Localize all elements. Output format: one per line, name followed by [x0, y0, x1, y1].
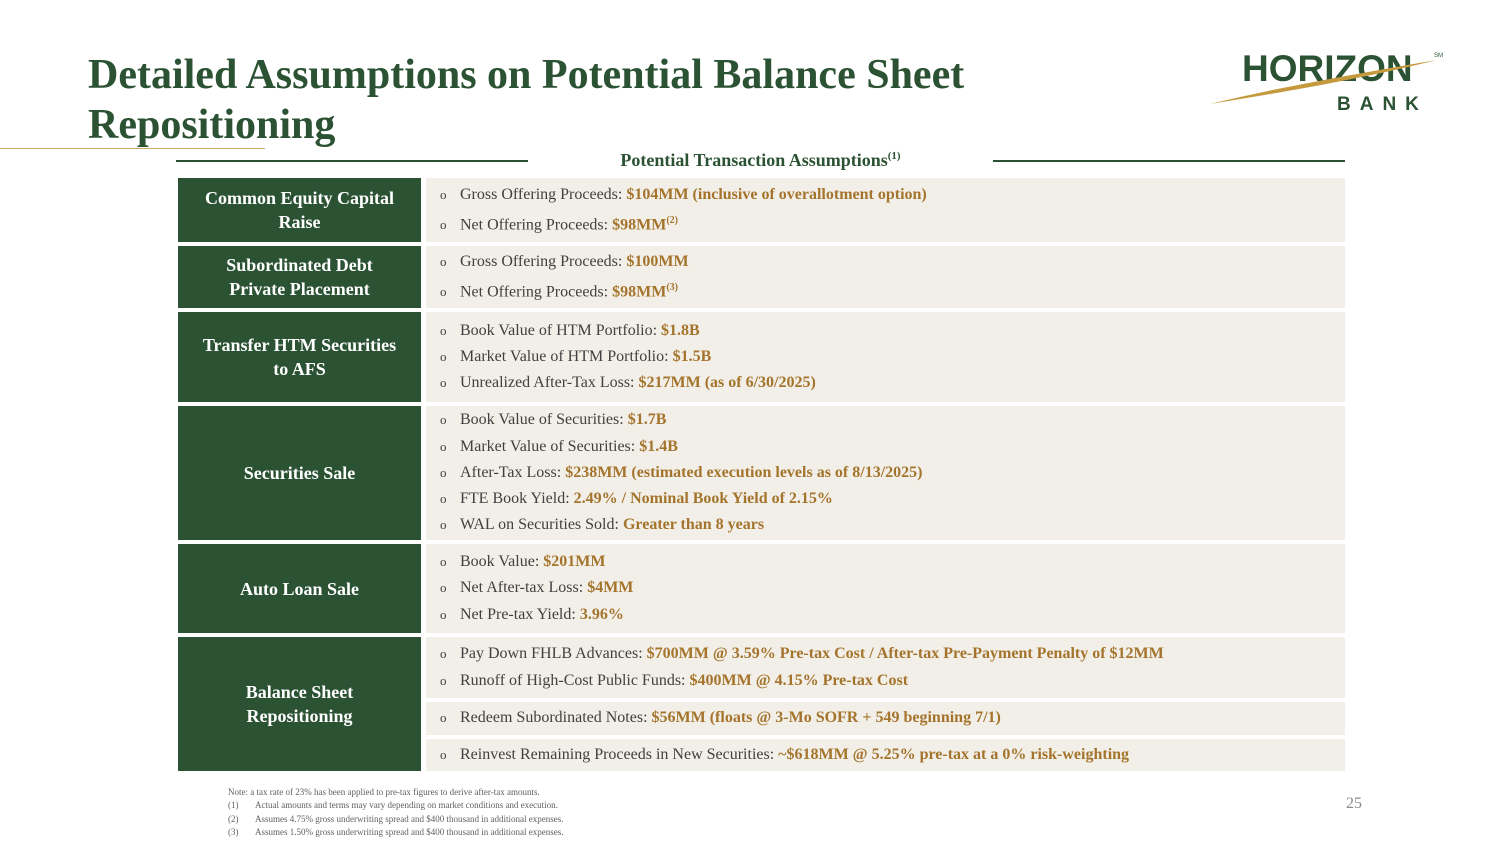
bullet-circle-icon: o: [440, 322, 447, 338]
list-item: o Reinvest Remaining Proceeds in New Secu…: [440, 742, 1345, 768]
footnotes: Note: a tax rate of 23% has been applied…: [228, 786, 563, 839]
list-item: o Runoff of High-Cost Public Funds: $400M…: [440, 668, 1345, 694]
assumption-row-auto-loan-sale: Auto Loan Sale o Book Value: $201MM o Net …: [178, 544, 1345, 633]
list-item: o Net Offering Proceeds: $98MM(2): [440, 208, 1345, 239]
list-item: o Book Value of Securities: $1.7B: [440, 407, 1345, 433]
logo-service-mark: SM: [1434, 53, 1443, 59]
bullet-circle-icon: o: [440, 606, 447, 622]
page-number: 25: [1346, 795, 1362, 812]
section-rule-left: [176, 160, 528, 162]
list-item: o Unrealized After-Tax Loss: $217MM (as o…: [440, 370, 1345, 396]
bullet-circle-icon: o: [440, 746, 447, 762]
bullet-circle-icon: o: [440, 412, 447, 428]
section-title: Potential Transaction Assumptions(1): [620, 150, 901, 170]
category-label: Common Equity Capital Raise: [178, 178, 421, 242]
footnote: (1) Actual amounts and terms may vary dep…: [228, 800, 558, 811]
assumption-details: o Redeem Subordinated Notes: $56MM (float…: [426, 702, 1345, 735]
bullet-circle-icon: o: [440, 554, 447, 570]
list-item: o Gross Offering Proceeds: $100MM: [440, 249, 1345, 275]
assumption-details: o Book Value of Securities: $1.7B o Market…: [426, 406, 1345, 540]
bullet-circle-icon: o: [440, 284, 447, 300]
category-label: Balance Sheet Repositioning: [178, 637, 421, 771]
category-label: Transfer HTM Securities to AFS: [178, 312, 421, 402]
list-item: o Redeem Subordinated Notes: $56MM (float…: [440, 705, 1345, 731]
bullet-circle-icon: o: [440, 672, 447, 688]
list-item: o Net Pre-tax Yield: 3.96%: [440, 602, 1345, 628]
list-item: o Gross Offering Proceeds: $104MM (inclus…: [440, 182, 1345, 208]
bullet-circle-icon: o: [440, 186, 447, 202]
assumption-details: o Gross Offering Proceeds: $104MM (inclus…: [426, 178, 1345, 242]
list-item: o Book Value: $201MM: [440, 549, 1345, 575]
bullet-circle-icon: o: [440, 517, 447, 533]
assumption-details: o Gross Offering Proceeds: $100MM o Net Of…: [426, 246, 1345, 308]
horizon-bank-logo: HORIZON BANK SM: [1210, 48, 1443, 115]
bullet-circle-icon: o: [440, 710, 447, 726]
assumption-row-balance-sheet-repositioning: Balance Sheet Repositioning o Pay Down FH…: [178, 637, 1345, 771]
bullet-circle-icon: o: [440, 580, 447, 596]
assumption-row-transfer-htm: Transfer HTM Securities to AFS o Book Val…: [178, 312, 1345, 402]
footnote: (3) Assumes 1.50% gross underwriting spre…: [228, 826, 564, 837]
assumption-details: o Reinvest Remaining Proceeds in New Secu…: [426, 739, 1345, 771]
list-item: o WAL on Securities Sold: Greater than 8 …: [440, 512, 1345, 538]
section-header: Potential Transaction Assumptions(1): [176, 150, 1346, 174]
list-item: o Net Offering Proceeds: $98MM(3): [440, 275, 1345, 306]
list-item: o After-Tax Loss: $238MM (estimated execu…: [440, 460, 1345, 486]
assumption-row-securities-sale: Securities Sale o Book Value of Securitie…: [178, 406, 1345, 540]
list-item: o Book Value of HTM Portfolio: $1.8B: [440, 318, 1345, 344]
logo-word-bank: BANK: [1337, 94, 1428, 115]
list-item: o Market Value of Securities: $1.4B: [440, 434, 1345, 460]
bullet-circle-icon: o: [440, 464, 447, 480]
bullet-circle-icon: o: [440, 438, 447, 454]
assumption-row-common-equity: Common Equity Capital Raise o Gross Offer…: [178, 178, 1345, 242]
list-item: o Pay Down FHLB Advances: $700MM @ 3.59% …: [440, 641, 1345, 667]
assumption-details: o Pay Down FHLB Advances: $700MM @ 3.59% …: [426, 637, 1345, 698]
bullet-circle-icon: o: [440, 217, 447, 233]
category-label: Subordinated Debt Private Placement: [178, 246, 421, 308]
bullet-circle-icon: o: [440, 348, 447, 364]
section-rule-right: [993, 160, 1345, 162]
bullet-circle-icon: o: [440, 375, 447, 391]
bullet-circle-icon: o: [440, 491, 447, 507]
bullet-circle-icon: o: [440, 253, 447, 269]
category-label: Auto Loan Sale: [178, 544, 421, 633]
list-item: o Market Value of HTM Portfolio: $1.5B: [440, 344, 1345, 370]
assumption-row-subordinated-debt: Subordinated Debt Private Placement o Gro…: [178, 246, 1345, 308]
list-item: o FTE Book Yield: 2.49% / Nominal Book Yi…: [440, 486, 1345, 512]
category-label: Securities Sale: [178, 406, 421, 540]
title-underline: [0, 148, 265, 149]
logo-swoosh: [1210, 60, 1437, 104]
assumption-details: o Book Value: $201MM o Net After-tax Loss:…: [426, 544, 1345, 633]
list-item: o Net After-tax Loss: $4MM: [440, 575, 1345, 601]
assumption-details: o Book Value of HTM Portfolio: $1.8B o Mar…: [426, 312, 1345, 402]
bullet-circle-icon: o: [440, 646, 447, 662]
footnote: (2) Assumes 4.75% gross underwriting spre…: [228, 813, 564, 824]
footnote-intro: Note: a tax rate of 23% has been applied…: [228, 787, 540, 797]
page-title: Detailed Assumptions on Potential Balanc…: [88, 52, 965, 148]
